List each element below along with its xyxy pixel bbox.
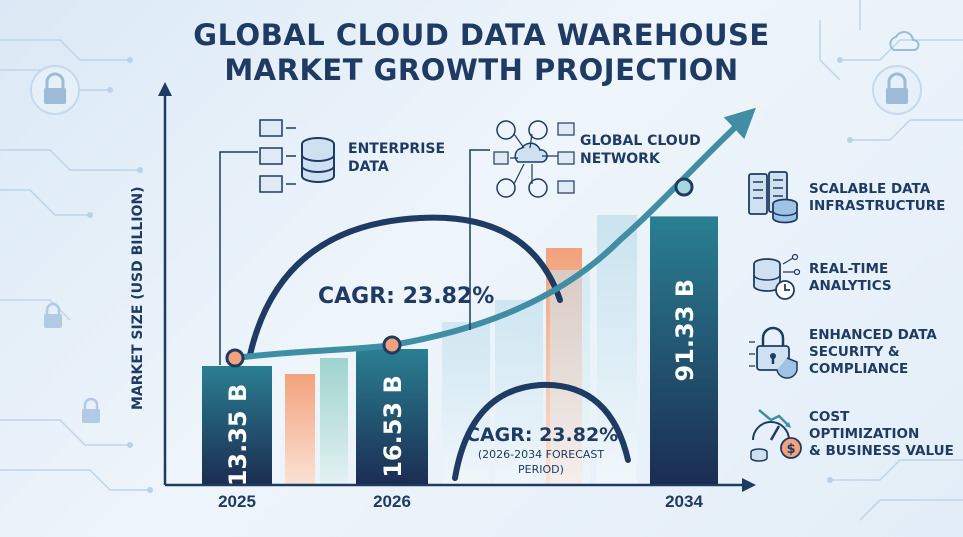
cagr-period-line-1: (2026-2034 FORECAST xyxy=(477,448,605,461)
lock-icon xyxy=(872,65,922,115)
bar-2025 xyxy=(202,366,272,484)
callout-line: NETWORK xyxy=(580,151,660,167)
feature-label: ENHANCED DATA SECURITY & COMPLIANCE xyxy=(809,327,937,378)
servers-database-icon xyxy=(748,171,798,224)
feature-line: COST OPTIMIZATION xyxy=(809,408,920,442)
x-tick-2026: 2026 xyxy=(373,492,411,511)
feature-scalable-infrastructure: SCALABLE DATA INFRASTRUCTURE xyxy=(745,168,960,228)
bar-value-label-2025: 13.35 B xyxy=(224,384,252,487)
cagr-label-forecast: CAGR: 23.82% (2026-2034 FORECAST PERIOD) xyxy=(466,424,619,476)
svg-text:$: $ xyxy=(786,442,795,457)
cagr-arc-upper xyxy=(247,214,563,358)
feature-cost-optimization: $ COST OPTIMIZATION & BUSINESS VALUE xyxy=(745,404,960,464)
callout-line: GLOBAL CLOUD xyxy=(580,133,701,149)
realtime-analytics-icon xyxy=(753,253,801,300)
feature-line: INFRASTRUCTURE xyxy=(809,198,946,214)
title-line-1: GLOBAL CLOUD DATA WAREHOUSE xyxy=(193,18,770,52)
feature-line: ANALYTICS xyxy=(809,278,892,294)
x-axis-arrow xyxy=(742,478,756,492)
feature-label: SCALABLE DATA INFRASTRUCTURE xyxy=(809,181,945,215)
bar-value-label-2034: 91.33 B xyxy=(671,279,699,382)
x-tick-2034: 2034 xyxy=(665,492,703,511)
callout-line: ENTERPRISE xyxy=(348,141,446,157)
bar-value-label-2026: 16.53 B xyxy=(379,375,407,478)
enterprise-data-icon xyxy=(259,119,335,193)
trend-point-2025 xyxy=(225,348,245,368)
page-title: GLOBAL CLOUD DATA WAREHOUSE MARKET GROWT… xyxy=(0,18,963,88)
feature-line: COMPLIANCE xyxy=(809,360,909,377)
feature-line: & BUSINESS VALUE xyxy=(809,442,954,459)
callout-connectors xyxy=(219,149,490,365)
cost-optimization-icon: $ xyxy=(750,409,802,462)
cagr-arc-lower xyxy=(452,381,631,481)
feature-label: REAL-TIME ANALYTICS xyxy=(809,261,892,295)
bar-2034 xyxy=(650,216,718,485)
global-cloud-network-icon xyxy=(493,120,575,198)
lock-icon xyxy=(82,397,100,423)
lock-icon xyxy=(44,302,62,328)
title-line-2: MARKET GROWTH PROJECTION xyxy=(224,53,739,87)
x-tick-2025: 2025 xyxy=(218,492,256,511)
cagr-forecast-value: CAGR: 23.82% xyxy=(466,424,619,446)
feature-security-compliance: ENHANCED DATA SECURITY & COMPLIANCE xyxy=(745,322,960,382)
feature-line: SCALABLE DATA xyxy=(809,181,931,197)
enterprise-data-callout: ENTERPRISE DATA xyxy=(348,140,445,176)
feature-line: REAL-TIME xyxy=(809,261,889,277)
feature-realtime-analytics: REAL-TIME ANALYTICS xyxy=(745,248,960,308)
global-cloud-network-callout: GLOBAL CLOUD NETWORK xyxy=(580,132,701,168)
cagr-period-line-2: PERIOD) xyxy=(518,463,564,476)
cloud-icon xyxy=(889,31,920,51)
feature-label: COST OPTIMIZATION & BUSINESS VALUE xyxy=(809,409,960,460)
y-axis-arrow xyxy=(158,82,172,96)
feature-line: SECURITY & xyxy=(809,343,900,360)
callout-line: DATA xyxy=(348,159,389,175)
bar-2026 xyxy=(356,349,428,484)
trend-point-2034 xyxy=(674,177,694,197)
lock-icon xyxy=(30,65,80,115)
security-shield-icon xyxy=(749,326,798,379)
feature-line: ENHANCED DATA xyxy=(809,326,937,343)
trend-point-2026 xyxy=(382,335,402,355)
cagr-label-main: CAGR: 23.82% xyxy=(318,284,495,309)
